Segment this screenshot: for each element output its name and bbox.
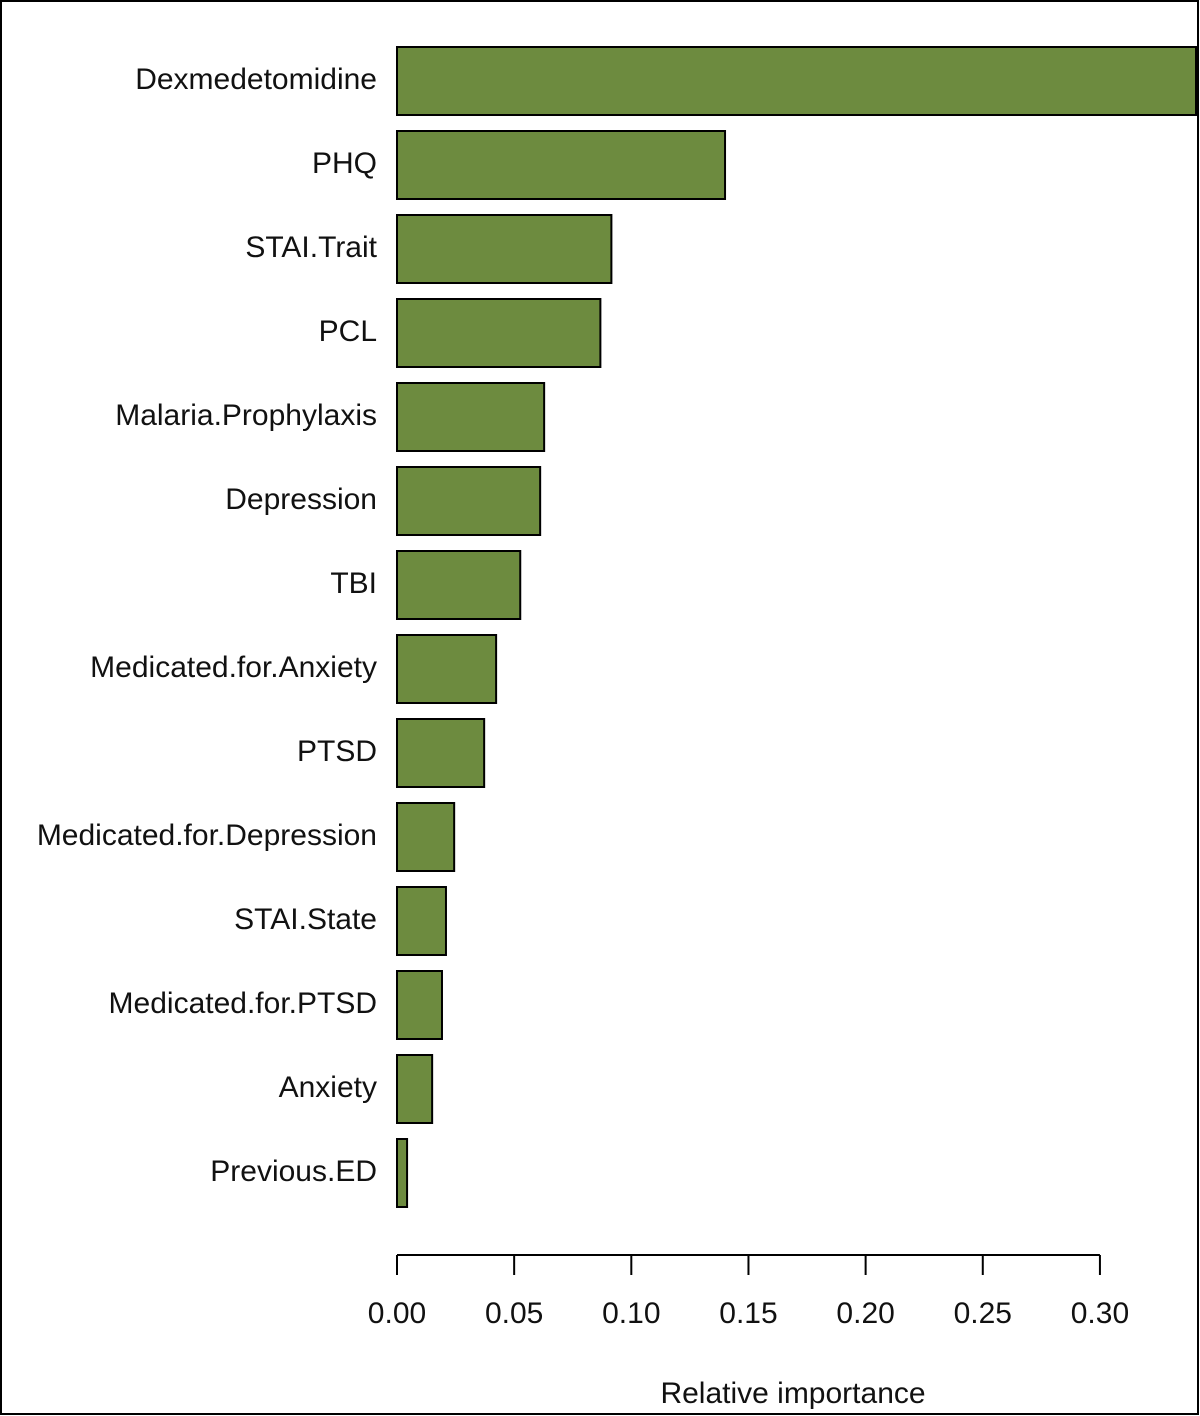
x-tick-label: 0.30 — [1071, 1297, 1129, 1330]
bar — [396, 46, 1197, 116]
y-tick-label: Previous.ED — [210, 1155, 377, 1188]
y-tick-label: STAI.State — [234, 903, 377, 936]
y-tick-label: Malaria.Prophylaxis — [115, 399, 377, 432]
x-tick-label: 0.10 — [602, 1297, 660, 1330]
y-tick-label: PCL — [319, 315, 377, 348]
y-tick-label: Dexmedetomidine — [135, 63, 377, 96]
bar — [396, 970, 443, 1040]
x-axis-label: Relative importance — [660, 1377, 925, 1410]
bar — [396, 382, 546, 452]
bar — [396, 1138, 409, 1208]
bar — [396, 1054, 434, 1124]
x-tick-label: 0.20 — [836, 1297, 894, 1330]
bar — [396, 214, 613, 284]
y-tick-label: Medicated.for.Anxiety — [90, 651, 377, 684]
y-tick-label: Medicated.for.Depression — [37, 819, 377, 852]
y-tick-label: PTSD — [297, 735, 377, 768]
bar — [396, 130, 727, 200]
bar — [396, 466, 542, 536]
x-tick-label: 0.15 — [719, 1297, 777, 1330]
x-tick-label: 0.25 — [954, 1297, 1012, 1330]
x-tick-label: 0.05 — [485, 1297, 543, 1330]
bar — [396, 802, 456, 872]
bar — [396, 634, 498, 704]
y-tick-label: PHQ — [312, 147, 377, 180]
y-tick-label: STAI.Trait — [245, 231, 377, 264]
y-tick-label: Medicated.for.PTSD — [109, 987, 377, 1020]
x-tick-label: 0.00 — [368, 1297, 426, 1330]
bar — [396, 718, 486, 788]
y-tick-label: Depression — [225, 483, 377, 516]
bar — [396, 550, 522, 620]
y-tick-label: TBI — [330, 567, 377, 600]
bar — [396, 886, 447, 956]
bar — [396, 298, 602, 368]
y-tick-label: Anxiety — [279, 1071, 377, 1104]
